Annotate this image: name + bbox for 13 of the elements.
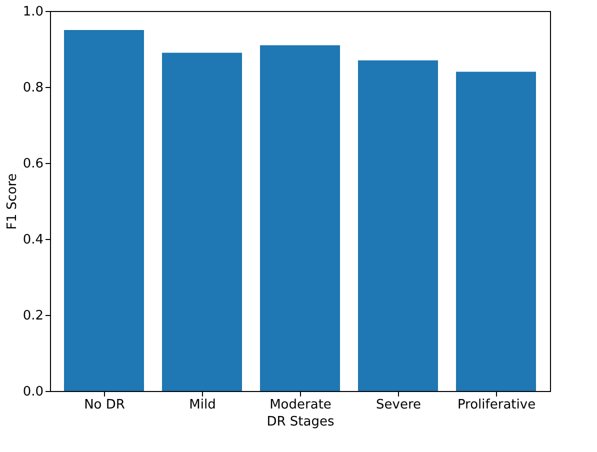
- x-axis-title: DR Stages: [266, 414, 334, 430]
- y-tick-label: 1.0: [22, 4, 44, 20]
- x-tick-label: No DR: [84, 398, 125, 412]
- x-tick-label: Moderate: [270, 398, 332, 412]
- y-tick-label: 0.2: [22, 308, 44, 324]
- y-tick-label: 0.4: [22, 232, 44, 248]
- y-tick-label: 0.8: [22, 80, 44, 96]
- x-tick-label: Mild: [189, 398, 216, 412]
- x-tick-label: Proliferative: [457, 398, 536, 412]
- y-axis-title: F1 Score: [4, 173, 20, 230]
- x-tick-label: Severe: [376, 398, 421, 412]
- y-tick-label: 0.6: [22, 156, 44, 172]
- y-tick-label: 0.0: [22, 384, 44, 400]
